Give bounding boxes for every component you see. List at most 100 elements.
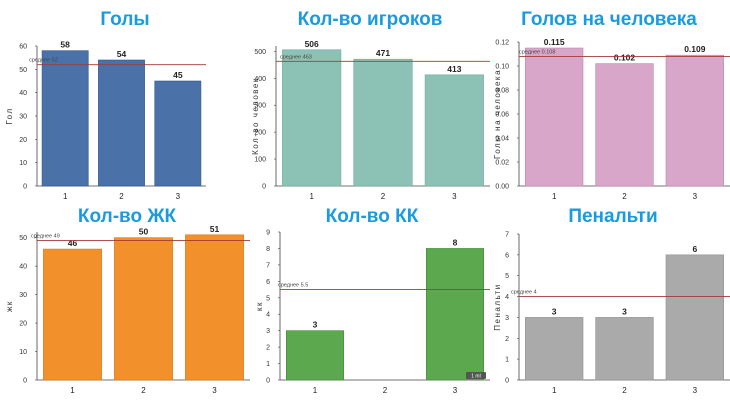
bar	[525, 47, 584, 187]
y-axis-label: Кол-во человек	[251, 77, 260, 155]
x-tick-label: 1	[313, 386, 318, 395]
y-tick-label: 0.10	[495, 64, 509, 71]
x-tick-label: 1	[63, 192, 68, 201]
x-tick-label: 2	[381, 192, 386, 201]
bar-value-label: 8	[453, 237, 458, 247]
y-tick-label: 0.08	[495, 88, 509, 95]
x-tick-label: 2	[119, 192, 124, 201]
bar	[98, 59, 145, 187]
bar-value-label: 0.102	[614, 53, 636, 63]
y-tick-label: 40	[19, 90, 27, 97]
chart-4: Кол-во ЖК жк 0 10 20 30 40 50 46 1 50 2 51 3 среднее 4…	[5, 206, 250, 395]
y-tick-label: 200	[254, 130, 266, 137]
y-tick-label: 1	[505, 357, 509, 364]
average-label: среднее 49	[31, 234, 60, 240]
x-tick-label: 1	[70, 386, 75, 395]
average-label: среднее 5.5	[278, 283, 308, 289]
bar-value-label: 3	[313, 320, 318, 330]
x-tick-label: 1	[552, 386, 557, 395]
bar	[285, 330, 344, 381]
y-axis-label: Гол	[5, 107, 14, 124]
y-tick-label: 6	[505, 252, 509, 259]
y-tick-label: 0	[266, 378, 270, 385]
bar	[424, 74, 484, 187]
y-tick-label: 0.06	[495, 112, 509, 119]
x-tick-label: 2	[383, 386, 388, 395]
y-tick-label: 0	[262, 184, 266, 191]
y-tick-label: 20	[19, 321, 27, 328]
x-tick-label: 3	[176, 192, 181, 201]
y-tick-label: 1	[266, 361, 270, 368]
y-tick-label: 300	[254, 103, 266, 110]
chart-title: Кол-во игроков	[298, 9, 443, 30]
y-axis-label: жк	[5, 300, 14, 312]
chart-title: Голов на человека	[521, 9, 697, 30]
y-tick-label: 0	[23, 378, 27, 385]
y-tick-label: 7	[266, 262, 270, 269]
y-tick-label: 100	[254, 157, 266, 164]
y-tick-label: 400	[254, 76, 266, 83]
ruler-badge-label: 1 ml	[471, 374, 480, 380]
y-tick-label: 8	[266, 246, 270, 253]
bar	[282, 49, 342, 187]
bar	[353, 58, 413, 187]
bar	[185, 234, 244, 381]
y-axis-label: Голы на человека	[493, 69, 502, 159]
x-tick-label: 2	[141, 386, 146, 395]
bar-value-label: 0.109	[684, 44, 706, 54]
bar-value-label: 54	[117, 49, 127, 59]
bar-value-label: 58	[60, 40, 70, 50]
bar-value-label: 46	[68, 238, 78, 248]
y-tick-label: 40	[19, 264, 27, 271]
chart-title: Кол-во ЖК	[78, 206, 177, 227]
chart-title: Голы	[100, 9, 149, 30]
bar	[595, 63, 654, 187]
bar-value-label: 51	[210, 224, 220, 234]
y-tick-label: 0.00	[495, 184, 509, 191]
average-label: среднее 52	[29, 58, 58, 64]
y-tick-label: 60	[19, 44, 27, 51]
bar	[425, 248, 484, 381]
x-tick-label: 1	[552, 192, 557, 201]
average-label: среднее 4	[511, 290, 537, 296]
y-tick-label: 0.02	[495, 160, 509, 167]
average-label: среднее 463	[280, 54, 312, 60]
bar	[154, 80, 202, 187]
bar-value-label: 413	[447, 64, 461, 74]
bar-value-label: 3	[552, 306, 557, 316]
x-tick-label: 3	[452, 192, 457, 201]
bar	[43, 248, 102, 381]
chart-2: Кол-во игроков Кол-во человек 0 100 200 300 40…	[251, 9, 490, 201]
y-tick-label: 4	[266, 312, 270, 319]
bar-value-label: 471	[376, 48, 390, 58]
y-tick-label: 4	[505, 294, 509, 301]
y-tick-label: 0.04	[495, 136, 509, 143]
y-tick-label: 0.12	[495, 40, 509, 47]
y-tick-label: 9	[266, 230, 270, 237]
bar-value-label: 50	[139, 227, 149, 237]
chart-6: Пенальти Пенальти 0 1 2 3 4 5 6 7 3 1 3 2 6 3 среднее 4	[493, 206, 730, 395]
y-tick-label: 3	[266, 328, 270, 335]
chart-title: Пенальти	[568, 206, 657, 227]
x-tick-label: 3	[693, 192, 698, 201]
average-label: среднее 0.108	[519, 49, 555, 55]
chart-5: Кол-во КК кк 0 1 2 3 4 5 6 7 8 9 3 1 2 8 3 среднее 5.5 1 m…	[255, 206, 490, 395]
x-tick-label: 3	[212, 386, 217, 395]
x-tick-label: 2	[622, 192, 627, 201]
y-tick-label: 0	[505, 378, 509, 385]
y-tick-label: 10	[19, 349, 27, 356]
y-tick-label: 2	[266, 345, 270, 352]
chart-3: Голов на человека Голы на человека 0.00 0.0…	[493, 9, 730, 201]
bar	[114, 237, 173, 381]
bar-value-label: 0.115	[544, 37, 565, 47]
bar-value-label: 506	[305, 39, 319, 49]
bar	[41, 50, 89, 187]
y-tick-label: 3	[505, 315, 509, 322]
x-tick-label: 1	[309, 192, 314, 201]
y-tick-label: 5	[266, 295, 270, 302]
x-tick-label: 3	[693, 386, 698, 395]
y-tick-label: 2	[505, 336, 509, 343]
y-tick-label: 10	[19, 160, 27, 167]
y-tick-label: 500	[254, 49, 266, 56]
